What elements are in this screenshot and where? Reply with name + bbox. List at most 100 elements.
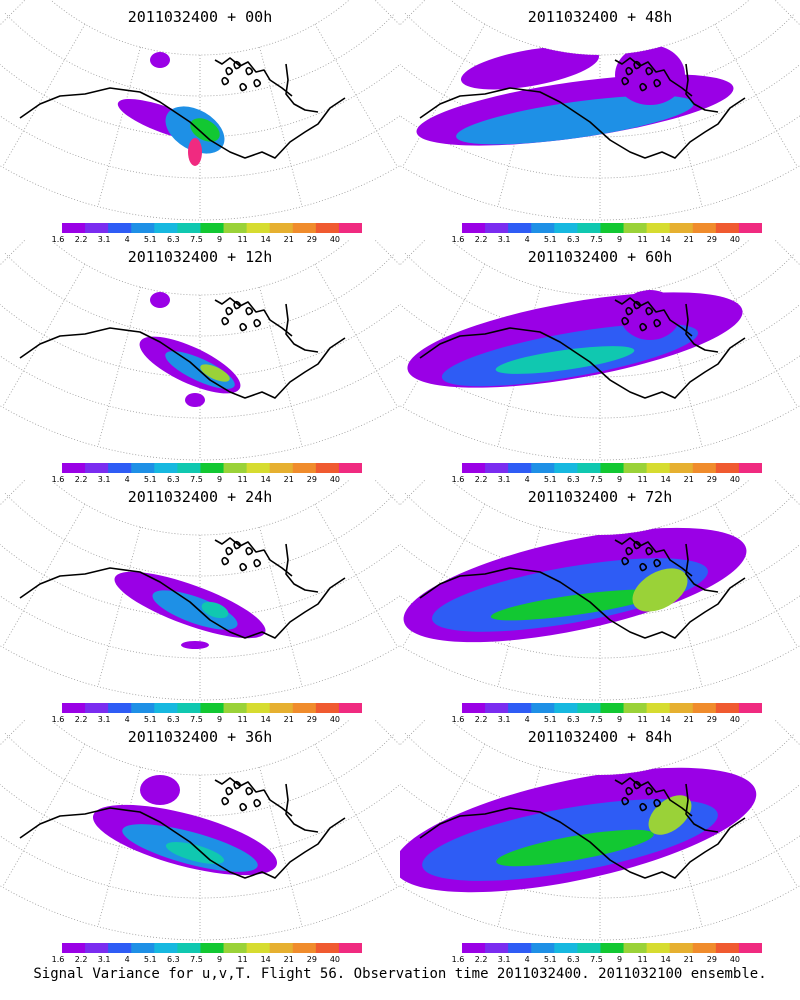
variance-contour — [140, 775, 180, 805]
colorbar-swatch — [131, 703, 155, 713]
colorbar-swatch — [508, 703, 532, 713]
colorbar-swatch — [292, 463, 317, 473]
colorbar-label: 6.3 — [167, 715, 180, 724]
colorbar-swatch — [177, 703, 201, 713]
variance-contour — [152, 590, 238, 630]
colorbar-swatch — [531, 943, 555, 953]
colorbar-label: 40 — [329, 715, 341, 724]
graticule — [0, 0, 400, 221]
colorbar-label: 2.2 — [74, 715, 88, 724]
map-panel: 2011032400 + 36h 1.6 2.2 3.1 4 5.1 6.3 7.5 9 11 14… — [0, 720, 400, 965]
colorbar-swatch — [600, 943, 625, 953]
colorbar-label: 40 — [329, 955, 341, 964]
colorbar-label: 6.3 — [567, 715, 580, 724]
colorbar-label: 5.1 — [543, 955, 557, 964]
colorbar-label: 9 — [216, 235, 223, 244]
colorbar-swatch — [292, 943, 317, 953]
variance-field — [92, 775, 278, 876]
colorbar-swatch — [154, 703, 178, 713]
colorbar-label: 7.5 — [190, 475, 203, 484]
polar-map — [400, 720, 800, 941]
colorbar-label: 3.1 — [497, 235, 511, 244]
colorbar-label: 4 — [524, 235, 530, 244]
colorbar-swatch — [108, 943, 132, 953]
colorbar-label: 4 — [524, 955, 530, 964]
colorbar-label: 9 — [216, 475, 223, 484]
colorbar-swatch — [223, 703, 248, 713]
colorbar-swatch — [462, 943, 486, 953]
colorbar-label: 2.2 — [74, 475, 88, 484]
colorbar-label: 1.6 — [51, 955, 65, 964]
colorbar-swatch — [508, 943, 532, 953]
colorbar-swatch — [738, 703, 762, 713]
variance-field — [117, 52, 225, 166]
coastline — [19, 537, 346, 639]
colorbar-swatch — [646, 943, 671, 953]
colorbar-label: 4 — [124, 955, 130, 964]
polar-map — [0, 240, 400, 461]
variance-contour — [150, 52, 170, 68]
colorbar-swatch — [554, 943, 578, 953]
panel-title: 2011032400 + 36h — [127, 728, 273, 746]
colorbar-swatch — [646, 223, 671, 233]
colorbar-swatch — [85, 943, 109, 953]
colorbar-swatch — [108, 223, 132, 233]
colorbar-label: 4 — [524, 475, 530, 484]
colorbar-swatch — [531, 223, 555, 233]
coastline — [419, 777, 746, 879]
colorbar-swatch — [577, 943, 601, 953]
map-panel: 2011032400 + 84h 1.6 2.2 3.1 4 5.1 6.3 7.5 9 11 14… — [400, 720, 800, 965]
colorbar-label: 1.6 — [451, 235, 465, 244]
variance-contour — [181, 641, 209, 649]
colorbar-swatch — [531, 463, 555, 473]
colorbar-swatch — [154, 943, 178, 953]
colorbar-label: 4 — [124, 235, 130, 244]
variance-field — [400, 767, 757, 893]
colorbar-swatch — [462, 703, 486, 713]
colorbar-swatch — [600, 223, 625, 233]
colorbar-label: 11 — [637, 235, 648, 244]
map-panel: 2011032400 + 60h 1.6 2.2 3.1 4 5.1 6.3 7.5 9 11 14… — [400, 240, 800, 485]
colorbar — [462, 703, 762, 713]
colorbar-swatch — [623, 223, 648, 233]
colorbar-label: 2.2 — [474, 475, 488, 484]
colorbar-label: 7.5 — [590, 235, 603, 244]
colorbar-swatch — [715, 943, 740, 953]
colorbar-label: 2.2 — [474, 955, 488, 964]
colorbar-label: 40 — [329, 235, 341, 244]
colorbar — [62, 703, 362, 713]
colorbar-swatch — [485, 703, 509, 713]
colorbar-swatch — [646, 463, 671, 473]
colorbar-swatch — [338, 463, 362, 473]
colorbar-swatch — [62, 703, 86, 713]
colorbar-swatch — [338, 223, 362, 233]
variance-contour — [632, 568, 688, 612]
colorbar-swatch — [62, 463, 86, 473]
colorbar-label: 1.6 — [451, 475, 465, 484]
variance-contour — [496, 829, 654, 867]
colorbar-label: 4 — [124, 715, 130, 724]
colorbar-label: 11 — [237, 715, 248, 724]
colorbar-swatch — [669, 703, 694, 713]
colorbar-label: 1.6 — [51, 235, 65, 244]
colorbar-label: 29 — [306, 715, 317, 724]
colorbar-label: 6.3 — [567, 955, 580, 964]
colorbar-swatch — [577, 223, 601, 233]
coastline — [419, 57, 746, 159]
colorbar-label: 1.6 — [51, 475, 65, 484]
colorbar-label: 29 — [306, 235, 317, 244]
colorbar-label: 11 — [237, 955, 248, 964]
colorbar-swatch — [200, 703, 225, 713]
colorbar-label: 9 — [616, 955, 623, 964]
colorbar-swatch — [269, 463, 294, 473]
colorbar-swatch — [246, 223, 271, 233]
colorbar-label: 7.5 — [590, 955, 603, 964]
variance-contour — [201, 601, 229, 619]
colorbar-label: 14 — [260, 955, 271, 964]
colorbar — [462, 943, 762, 953]
colorbar-swatch — [600, 703, 625, 713]
colorbar-label: 40 — [729, 955, 741, 964]
colorbar-label: 40 — [329, 475, 341, 484]
colorbar-swatch — [554, 223, 578, 233]
colorbar-swatch — [485, 463, 509, 473]
